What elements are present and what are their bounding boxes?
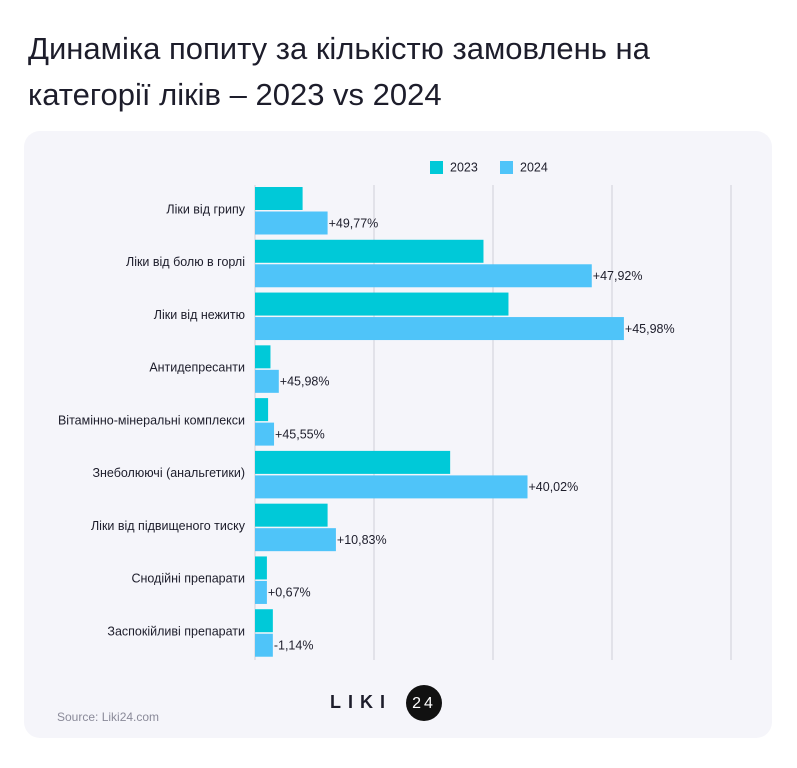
y-tick-label: Ліки від болю в горлі bbox=[126, 255, 245, 269]
bar bbox=[255, 556, 267, 580]
y-tick-label: Вітамінно-мінеральні комплекси bbox=[58, 413, 245, 427]
logo-badge bbox=[406, 685, 442, 721]
source: Source: Liki24.com bbox=[57, 710, 159, 724]
bar bbox=[255, 475, 528, 499]
bar bbox=[255, 609, 273, 633]
bar bbox=[255, 292, 509, 316]
bar bbox=[255, 503, 328, 527]
data-label: +45,98% bbox=[625, 322, 675, 336]
chart-title: Динаміка попиту за кількістю замовлень н… bbox=[28, 31, 650, 112]
data-label: +47,92% bbox=[593, 269, 643, 283]
bar bbox=[255, 369, 279, 393]
logo-badge-text: 24 bbox=[412, 695, 436, 712]
bar bbox=[255, 239, 484, 263]
data-label: +0,67% bbox=[268, 586, 311, 600]
data-label: +40,02% bbox=[529, 480, 579, 494]
legend-swatch bbox=[500, 161, 513, 174]
bar bbox=[255, 317, 624, 341]
chart-card bbox=[24, 131, 772, 738]
data-label: +49,77% bbox=[329, 216, 379, 230]
y-tick-label: Знеболюючі (анальгетики) bbox=[92, 466, 245, 480]
bar bbox=[255, 450, 451, 474]
bar bbox=[255, 345, 271, 369]
data-label: +10,83% bbox=[337, 533, 387, 547]
bar bbox=[255, 264, 592, 288]
bar bbox=[255, 211, 328, 235]
bar bbox=[255, 633, 273, 657]
y-tick-label: Ліки від нежитю bbox=[154, 308, 245, 322]
legend-label: 2023 bbox=[450, 160, 478, 174]
y-tick-label: Ліки від грипу bbox=[166, 202, 245, 216]
y-tick-label: Заспокійливі препарати bbox=[107, 625, 245, 639]
y-tick-label: Снодійні препарати bbox=[131, 572, 245, 586]
y-tick-label: Ліки від підвищеного тиску bbox=[91, 519, 246, 533]
y-tick-label: Антидепресанти bbox=[149, 361, 245, 375]
bar bbox=[255, 422, 275, 446]
data-label: +45,55% bbox=[275, 427, 325, 441]
legend-swatch bbox=[430, 161, 443, 174]
legend-label: 2024 bbox=[520, 160, 548, 174]
logo-text: LIKI bbox=[330, 692, 392, 712]
bar bbox=[255, 580, 267, 604]
data-label: +45,98% bbox=[280, 375, 330, 389]
data-label: -1,14% bbox=[274, 639, 314, 653]
bar bbox=[255, 528, 336, 552]
bar bbox=[255, 398, 269, 422]
bar bbox=[255, 187, 303, 210]
